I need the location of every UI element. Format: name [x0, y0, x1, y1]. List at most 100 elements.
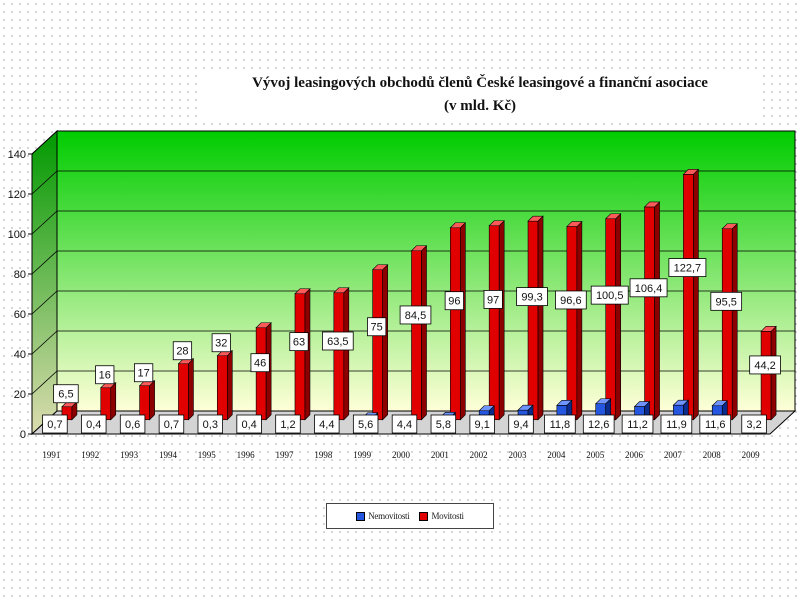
- x-tick-label: 2000: [392, 450, 411, 460]
- bar-real-estate-top: [711, 400, 728, 407]
- y-tick-label: 60: [14, 309, 26, 321]
- data-label-movables-box: [444, 291, 464, 311]
- data-label-movables-box: [399, 305, 432, 325]
- x-tick-label: 1992: [81, 450, 99, 460]
- bar-movables-front: [333, 292, 345, 421]
- x-tick-label: 2008: [703, 450, 722, 460]
- data-label-movables-box: [668, 258, 707, 277]
- y-tick-label: 140: [8, 149, 26, 161]
- data-label-movables-text: 96: [448, 296, 460, 308]
- data-label-movables: 95,5: [710, 291, 743, 311]
- bar-movables-top: [410, 245, 428, 252]
- data-label-movables: 100,5: [590, 285, 629, 305]
- grid-line-side: [31, 290, 58, 315]
- bar-movables-top: [527, 215, 544, 222]
- bar-movables-top: [449, 222, 467, 229]
- x-tick-label: 1998: [314, 450, 333, 460]
- bar-movables-top: [760, 326, 777, 332]
- bar-movables-front: [721, 228, 733, 421]
- bar-movables-front: [566, 226, 578, 421]
- data-label-movables: 44,2: [749, 355, 781, 375]
- data-label-movables-text: 46: [254, 358, 266, 370]
- chart-title-line2: (v mld. Kč): [443, 98, 517, 114]
- data-label-movables-box: [289, 332, 309, 352]
- data-label-real-estate-box: [582, 414, 615, 434]
- data-label-real-estate: 11,9: [660, 414, 693, 434]
- data-label-real-estate: 4,4: [391, 414, 418, 434]
- bar-movables-front: [178, 363, 189, 421]
- data-label-movables: 63: [289, 332, 309, 352]
- legend-item-real-estate: Nemovitosti: [356, 511, 410, 521]
- data-label-real-estate: 5,6: [352, 414, 379, 434]
- x-tick-label: 1996: [237, 450, 256, 460]
- data-label-movables: 16: [95, 365, 115, 385]
- data-label-movables-text: 99,3: [521, 292, 542, 304]
- data-label-real-estate: 1,2: [275, 414, 301, 434]
- data-label-movables-box: [134, 363, 154, 383]
- data-label-movables: 99,3: [516, 287, 548, 307]
- data-label-real-estate-text: 5,6: [358, 419, 373, 431]
- legend-swatch-real-estate: [356, 511, 366, 521]
- data-label-real-estate-box: [699, 414, 732, 434]
- bar-movables-side: [421, 245, 427, 421]
- x-tick-label: 1999: [353, 450, 372, 460]
- data-label-movables: 96,6: [555, 290, 587, 310]
- bar-movables-front: [255, 327, 267, 421]
- data-label-movables-box: [710, 291, 743, 311]
- x-tick-label: 2007: [664, 450, 683, 460]
- data-label-real-estate-box: [544, 414, 576, 434]
- bar-movables-top: [682, 169, 700, 175]
- bar-movables-front: [527, 220, 539, 421]
- bar-movables-side: [149, 380, 155, 421]
- bar-movables: [100, 382, 117, 421]
- bar-movables: [527, 215, 544, 421]
- bar-movables: [371, 264, 389, 421]
- legend-swatch-movables: [419, 511, 429, 521]
- data-label-movables: 63,5: [322, 331, 354, 351]
- legend-label-real-estate: Nemovitosti: [368, 511, 410, 521]
- y-axis: 0 20 40 60 80 100 120 140: [8, 149, 33, 441]
- bar-movables: [216, 350, 234, 421]
- bar-movables-front: [644, 206, 655, 421]
- x-tick-label: 2009: [742, 450, 761, 460]
- data-label-real-estate-box: [81, 414, 107, 434]
- bar-movables: [294, 288, 311, 421]
- data-label-movables-text: 100,5: [596, 290, 624, 302]
- data-label-movables-box: [749, 355, 781, 375]
- data-label-real-estate-text: 11,6: [705, 419, 726, 431]
- data-label-movables: 96: [444, 291, 464, 311]
- data-label-real-estate-text: 0,4: [86, 419, 101, 431]
- data-label-movables-text: 122,7: [674, 263, 702, 275]
- data-label-real-estate-box: [741, 414, 767, 434]
- bar-movables-side: [343, 287, 350, 421]
- bar-movables: [566, 220, 583, 421]
- bar-movables: [721, 223, 738, 421]
- data-label-real-estate-text: 4,4: [319, 419, 334, 431]
- bar-movables-top: [604, 213, 622, 220]
- bar-movables-side: [615, 213, 622, 421]
- bar-movables: [138, 380, 156, 421]
- bar-movables: [643, 201, 661, 421]
- data-label-movables: 84,5: [399, 305, 432, 325]
- data-label-movables-text: 75: [371, 322, 383, 334]
- bar-movables-front: [488, 225, 500, 421]
- data-label-movables-text: 44,2: [754, 360, 775, 372]
- bar-movables-side: [537, 215, 544, 421]
- bar-movables-side: [226, 350, 233, 421]
- data-label-movables-box: [53, 384, 79, 404]
- bar-real-estate-top: [672, 399, 690, 406]
- data-label-real-estate: 12,6: [582, 414, 615, 434]
- data-label-movables-box: [322, 331, 354, 351]
- data-label-real-estate: 0,3: [197, 414, 223, 434]
- bar-movables-front: [683, 174, 694, 421]
- grid-line-side: [31, 250, 58, 275]
- chart-title-line1: Vývoj leasingových obchodů členů České l…: [252, 75, 708, 91]
- data-label-real-estate-text: 12,6: [588, 419, 609, 431]
- bar-movables-side: [304, 288, 311, 421]
- y-tick-label: 120: [8, 189, 26, 201]
- data-label-movables: 97: [483, 290, 503, 309]
- data-label-movables-box: [629, 278, 668, 298]
- bar-real-estate-top: [556, 400, 573, 406]
- bar-movables-side: [188, 358, 194, 421]
- data-label-movables-box: [95, 365, 115, 385]
